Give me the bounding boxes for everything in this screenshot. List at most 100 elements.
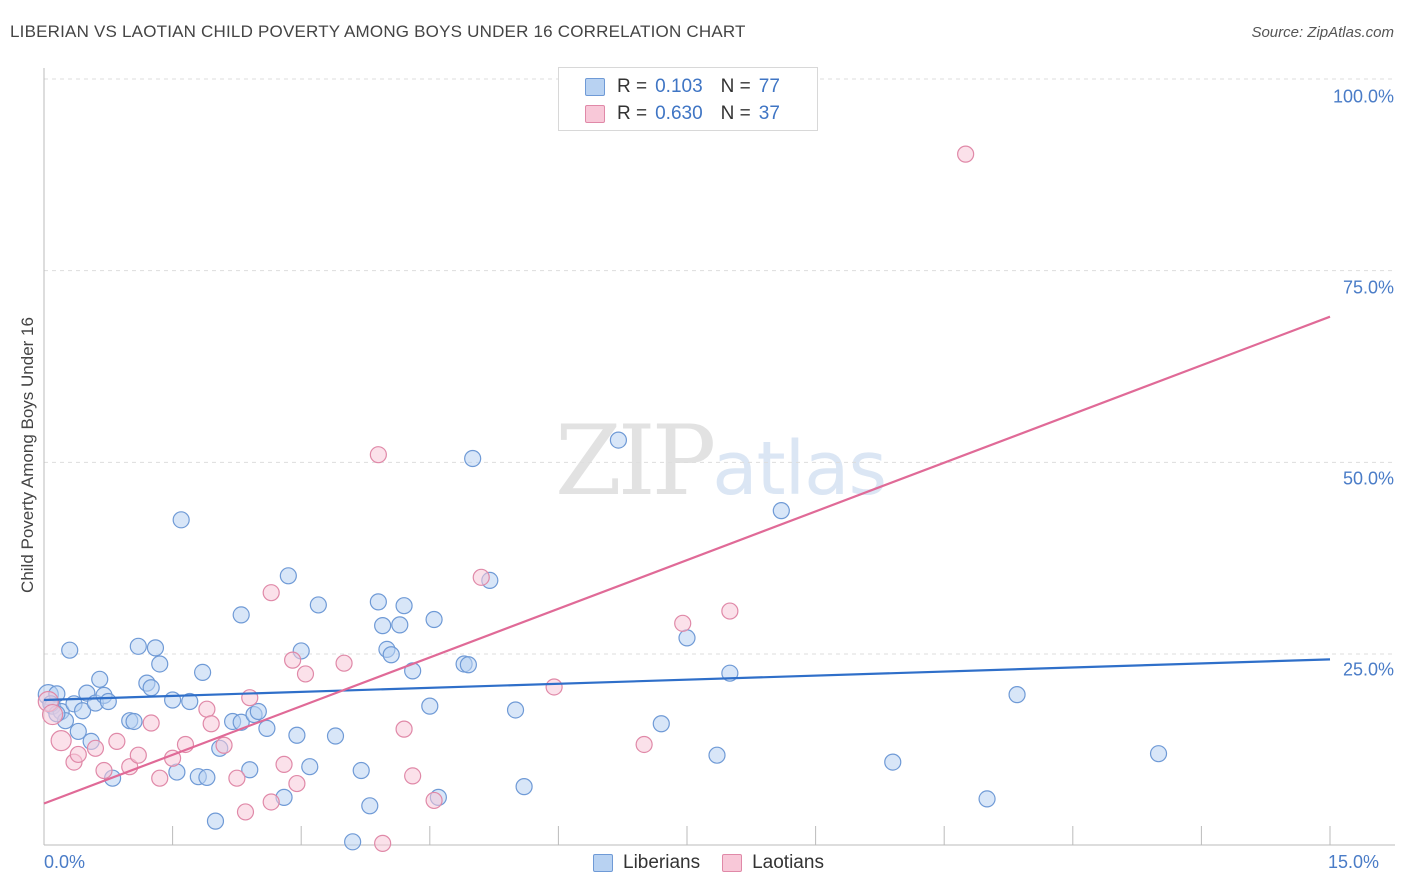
watermark: ZIPatlas [555,405,887,517]
liberian-point [206,812,225,830]
laotian-point [275,755,293,774]
liberian-point [464,449,482,468]
liberian-point [99,692,117,711]
laotian-point [284,651,302,669]
series-legend: Liberians Laotians [593,852,846,874]
liberian-point [652,715,670,733]
y-tick-label-25: 25.0% [1342,659,1394,680]
liberian-point [146,639,165,657]
laotian-point [369,446,387,464]
laotian-point [228,769,246,787]
laotian-point [202,715,220,733]
series-label-liberians: Liberians [623,852,701,873]
series-legend-laotians[interactable]: Laotians [722,852,824,874]
liberian-point [172,511,190,529]
legend-r-value: 0.630 [655,103,703,124]
y-tick-label-100: 100.0% [1332,86,1394,107]
legend-row-liberians: R = 0.103 N = 77 [585,76,780,98]
liberian-point [391,616,409,634]
watermark-atlas: atlas [712,426,887,512]
liberian-point [194,663,212,682]
laotian-point [957,145,975,163]
laotian-point [41,703,64,726]
liberian-point [772,502,790,520]
liberian-trend-line [43,658,1331,702]
liberian-point [258,719,276,737]
laotian-point [545,678,563,696]
liberian-point [1008,686,1026,704]
laotian-point [335,654,353,672]
x-tick-label-max: 15.0% [1328,852,1380,872]
chart-title: LIBERIAN VS LAOTIAN CHILD POVERTY AMONG … [10,22,746,41]
liberian-point [249,702,267,721]
liberian-point [395,597,413,615]
laotian-point [69,745,87,764]
laotian-point [472,568,490,586]
series-swatch-liberians [593,854,613,872]
legend-swatch-liberians [585,78,605,96]
laotian-point [142,714,160,732]
legend-n-label: N = [720,76,751,97]
laotian-point [262,584,280,602]
liberian-point [142,679,160,697]
liberian-point [73,702,92,720]
liberian-point [374,617,392,635]
liberian-point [279,567,297,585]
laotian-point [425,791,443,810]
liberian-point [1149,745,1168,763]
legend-r-value: 0.103 [655,76,703,97]
laotian-point [236,803,255,821]
laotian-point [95,761,113,780]
liberian-point [369,593,387,611]
laotian-point [296,665,315,683]
liberian-point [884,753,902,771]
liberian-point [301,758,319,776]
laotian-point [721,602,739,620]
legend-row-laotians: R = 0.630 N = 37 [585,103,780,125]
liberian-point [459,656,477,674]
laotian-point [129,746,147,764]
legend-n-label: N = [720,103,751,124]
liberian-point [361,797,379,815]
laotian-point [404,767,422,785]
x-tick-label-min: 0.0% [44,852,86,872]
laotian-point [674,614,692,632]
liberian-point [344,833,362,851]
laotian-point [108,732,126,751]
liberian-point [232,606,250,624]
series-label-laotians: Laotians [752,852,824,873]
series-legend-liberians[interactable]: Liberians [593,852,700,874]
watermark-zip: ZIP [555,405,716,517]
liberian-point [129,637,147,655]
liberian-point [61,641,79,659]
liberian-point [708,746,726,764]
laotian-point [262,793,280,811]
legend-n-value: 77 [758,76,780,97]
liberian-point [609,431,628,449]
laotian-point [288,774,306,793]
liberian-point [69,722,87,741]
laotian-point [635,735,653,754]
legend-r-label: R = [617,76,648,97]
laotian-trend-line [43,315,1331,805]
liberian-point [978,790,996,808]
laotian-point [374,834,392,852]
laotian-point [198,700,216,718]
laotian-point [215,736,233,754]
liberian-point [326,727,345,745]
legend-n-value: 37 [758,103,780,124]
source-label: Source: ZipAtlas.com [1251,24,1394,41]
laotian-point [50,730,72,752]
correlation-legend: R = 0.103 N = 77 R = 0.630 N = 37 [558,67,818,131]
laotian-point [151,769,169,787]
liberian-point [164,691,182,709]
liberian-point [125,712,143,731]
liberian-point [421,697,439,715]
liberian-point [382,646,400,664]
liberian-point [309,596,327,614]
laotian-point [86,739,105,757]
liberian-point [425,610,443,629]
liberian-point [91,670,109,688]
liberian-point [181,692,199,711]
liberian-point [515,778,533,796]
